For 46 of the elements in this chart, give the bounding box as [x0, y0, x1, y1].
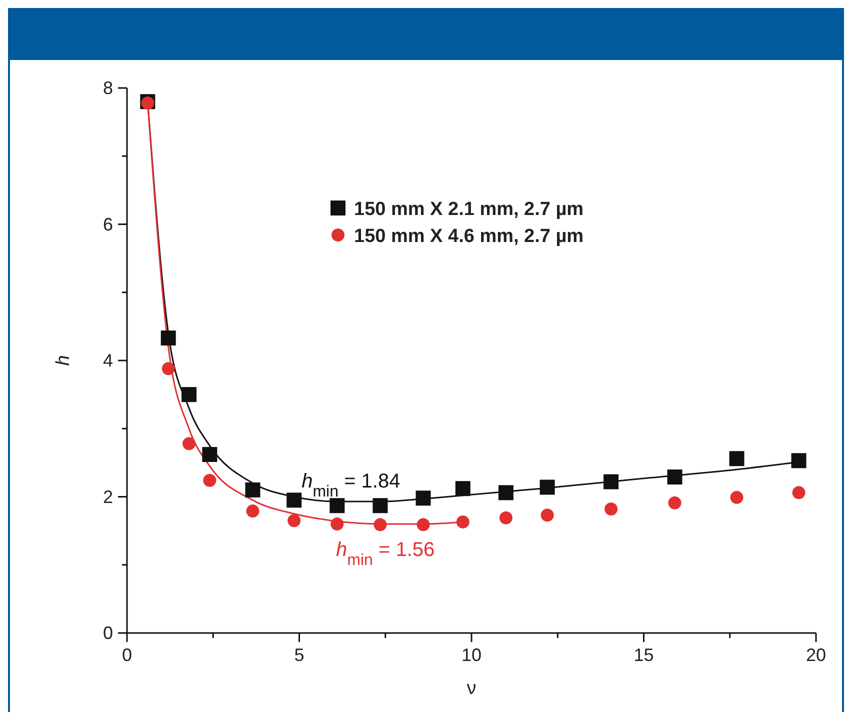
y-tick-label: 4 — [102, 350, 113, 370]
point — [202, 447, 218, 462]
y-axis-title: h — [53, 355, 74, 366]
point — [416, 490, 431, 506]
point — [330, 498, 345, 514]
y-tick-label: 0 — [102, 623, 113, 643]
point — [499, 511, 512, 524]
point — [604, 502, 618, 516]
point — [162, 362, 175, 376]
y-tick-label: 6 — [102, 214, 113, 234]
point — [182, 437, 196, 450]
point — [416, 518, 430, 532]
x-tick-label: 20 — [806, 645, 826, 665]
y-tick-label: 2 — [102, 486, 113, 507]
x-tick-label: 0 — [122, 645, 132, 665]
point — [729, 451, 744, 466]
point — [245, 482, 260, 498]
point — [791, 453, 806, 468]
point — [456, 515, 470, 528]
point — [374, 518, 387, 532]
point — [730, 490, 744, 504]
x-tick-label: 10 — [461, 645, 482, 665]
point — [203, 474, 216, 487]
point — [286, 492, 302, 508]
legend-label: 150 mm X 2.1 mm, 2.7 µm — [354, 199, 584, 220]
point — [372, 498, 388, 514]
y-tick-label: 8 — [102, 78, 113, 98]
point — [455, 481, 470, 496]
point — [540, 480, 555, 495]
point — [668, 496, 682, 510]
point — [330, 518, 344, 530]
x-tick-label: 15 — [634, 645, 654, 665]
annotation: h$_{min}$ = 1.56 — [336, 539, 435, 568]
point — [604, 474, 619, 490]
point — [160, 330, 176, 346]
point — [182, 387, 197, 402]
point — [288, 514, 301, 528]
annotation: h$_{min}$ = 1.84 — [302, 470, 400, 500]
legend-label: 150 mm X 4.6 mm, 2.7 µm — [354, 226, 584, 247]
point — [540, 508, 554, 522]
point — [246, 504, 260, 518]
point — [667, 469, 682, 484]
point — [498, 485, 514, 500]
point — [792, 486, 806, 500]
x-tick-label: 5 — [294, 645, 304, 665]
x-axis-title: ν — [466, 678, 476, 699]
